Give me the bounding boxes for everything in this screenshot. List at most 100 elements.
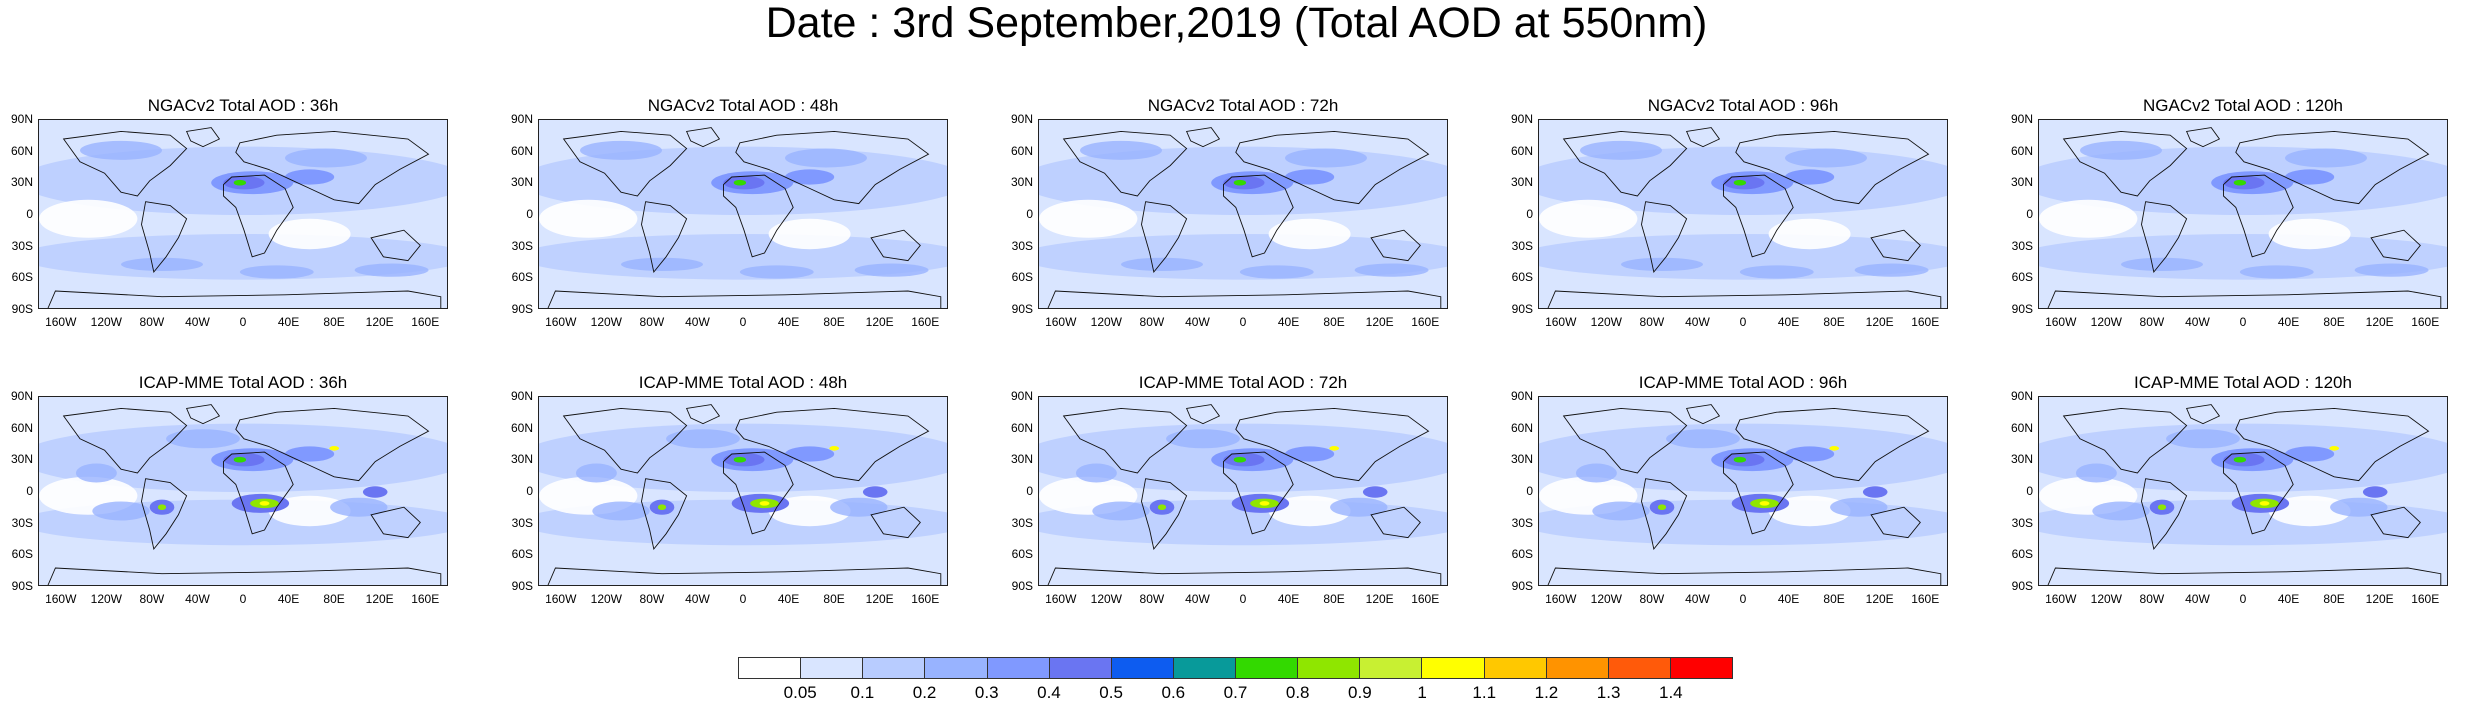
aod-max-sahara bbox=[1233, 179, 1247, 186]
coastline bbox=[1685, 404, 1721, 425]
colorbar-label: 0.3 bbox=[974, 683, 999, 702]
coastline bbox=[2141, 478, 2188, 551]
coastline bbox=[1223, 451, 1294, 535]
lat-tick-label: 60N bbox=[10, 420, 33, 435]
lat-tick-label: 30N bbox=[510, 452, 533, 467]
coastline bbox=[2223, 174, 2294, 258]
colorbar-box bbox=[1173, 658, 1236, 678]
lon-tick-label: 40E bbox=[277, 315, 300, 329]
lat-tick-label: 30S bbox=[1011, 515, 1033, 530]
colorbar-box bbox=[1546, 658, 1609, 678]
colorbar-box bbox=[1608, 658, 1671, 678]
lon-tick-label: 80E bbox=[323, 592, 345, 606]
lat-tick-label: 30N bbox=[1510, 175, 1533, 190]
aod-patch bbox=[1285, 148, 1367, 168]
lon-tick-label: 40W bbox=[1185, 592, 1210, 606]
lat-tick-label: 60N bbox=[1010, 420, 1033, 435]
lon-tick-label: 160E bbox=[1411, 315, 1440, 329]
coastline bbox=[1547, 567, 1942, 585]
lon-tick-label: 80W bbox=[2139, 315, 2165, 329]
lon-tick-label: 120E bbox=[865, 592, 894, 606]
map-panel: NGACv2 Total AOD : 96h 90N 60N 30N 0 30S 60S 90… bbox=[1508, 96, 1948, 336]
lat-tick-label: 60N bbox=[1010, 143, 1033, 158]
coastline bbox=[1047, 567, 1442, 585]
aod-clean-region bbox=[768, 218, 851, 250]
colorbar-label: 1 bbox=[1417, 683, 1427, 702]
coastline bbox=[723, 174, 794, 258]
colorbar-box bbox=[739, 658, 802, 678]
aod-patch bbox=[785, 148, 867, 168]
lon-tick-label: 120E bbox=[1865, 592, 1894, 606]
lat-tick-label: 0 bbox=[1026, 207, 1033, 221]
aod-patch bbox=[1739, 265, 1814, 279]
coastline bbox=[723, 451, 794, 535]
coastline bbox=[1141, 201, 1188, 274]
lat-tick-label: 90N bbox=[2010, 389, 2033, 403]
aod-plume-asia bbox=[2285, 446, 2335, 462]
aod-patch bbox=[2121, 257, 2203, 272]
aod-max-sahara bbox=[233, 456, 247, 463]
colorbar-box bbox=[1360, 658, 1423, 678]
map-panel: NGACv2 Total AOD : 48h 90N 60N 30N 0 30S 60S 90… bbox=[508, 96, 948, 336]
aod-patch bbox=[2330, 497, 2388, 517]
lon-tick-label: 80E bbox=[1323, 315, 1345, 329]
lon-tick-label: 80E bbox=[2323, 592, 2345, 606]
coastline bbox=[2235, 407, 2430, 482]
coastline bbox=[1235, 130, 1430, 205]
lon-tick-label: 80W bbox=[639, 315, 665, 329]
lat-tick-label: 60N bbox=[2010, 143, 2033, 158]
lon-tick-label: 0 bbox=[1739, 592, 1747, 606]
lon-tick-label: 80W bbox=[139, 592, 165, 606]
lon-tick-label: 160E bbox=[911, 592, 940, 606]
aod-patch bbox=[621, 257, 703, 272]
lat-tick-label: 60S bbox=[2011, 547, 2033, 562]
colorbar-label: 0.2 bbox=[912, 683, 937, 702]
lon-tick-label: 160E bbox=[1911, 592, 1940, 606]
coastline bbox=[685, 404, 721, 425]
aod-patch bbox=[1075, 463, 1117, 483]
aod-field bbox=[2039, 120, 2447, 308]
lat-tick-label: 60N bbox=[510, 420, 533, 435]
colorbar-box bbox=[863, 658, 926, 678]
aod-field bbox=[539, 397, 947, 585]
lon-tick-label: 160W bbox=[1545, 315, 1577, 329]
aod-patch bbox=[1592, 501, 1650, 521]
aod-plume-se-asia bbox=[362, 486, 388, 498]
coastline bbox=[1723, 451, 1794, 535]
coastline bbox=[1870, 229, 1921, 262]
lon-tick-label: 120W bbox=[1590, 592, 1622, 606]
aod-patch bbox=[666, 429, 740, 449]
colorbar-box bbox=[925, 658, 988, 678]
coastline bbox=[141, 201, 188, 274]
lat-tick-label: 30N bbox=[510, 175, 533, 190]
lat-tick-label: 90S bbox=[1511, 579, 1533, 593]
aod-max-south-america bbox=[2157, 504, 2167, 511]
colorbar-label: 1.2 bbox=[1534, 683, 1559, 702]
coastline bbox=[1562, 407, 1688, 474]
lat-tick-label: 60N bbox=[10, 143, 33, 158]
lat-tick-label: 90N bbox=[1010, 112, 1033, 126]
coastline bbox=[62, 407, 188, 474]
lon-tick-label: 0 bbox=[1239, 315, 1247, 329]
lon-tick-label: 40W bbox=[685, 592, 710, 606]
aod-plume-se-asia bbox=[862, 486, 888, 498]
aod-map bbox=[1538, 119, 1948, 309]
lat-tick-label: 60S bbox=[11, 547, 33, 562]
coastline bbox=[2062, 130, 2188, 197]
lat-tick-label: 90N bbox=[2010, 112, 2033, 126]
aod-peak-africa bbox=[1259, 501, 1270, 506]
aod-patch bbox=[2239, 265, 2314, 279]
coastline bbox=[1370, 506, 1421, 539]
coastline bbox=[2223, 451, 2294, 535]
aod-patch bbox=[1575, 463, 1617, 483]
lon-tick-label: 120E bbox=[2365, 592, 2394, 606]
aod-map bbox=[38, 396, 448, 586]
coastline bbox=[2062, 407, 2188, 474]
aod-clean-region bbox=[2268, 495, 2351, 527]
lon-tick-label: 0 bbox=[239, 315, 247, 329]
coastline bbox=[1047, 290, 1442, 308]
aod-clean-region bbox=[268, 495, 351, 527]
colorbar-label: 1.3 bbox=[1596, 683, 1621, 702]
lat-tick-label: 60S bbox=[511, 547, 533, 562]
lon-tick-label: 120W bbox=[2090, 315, 2122, 329]
